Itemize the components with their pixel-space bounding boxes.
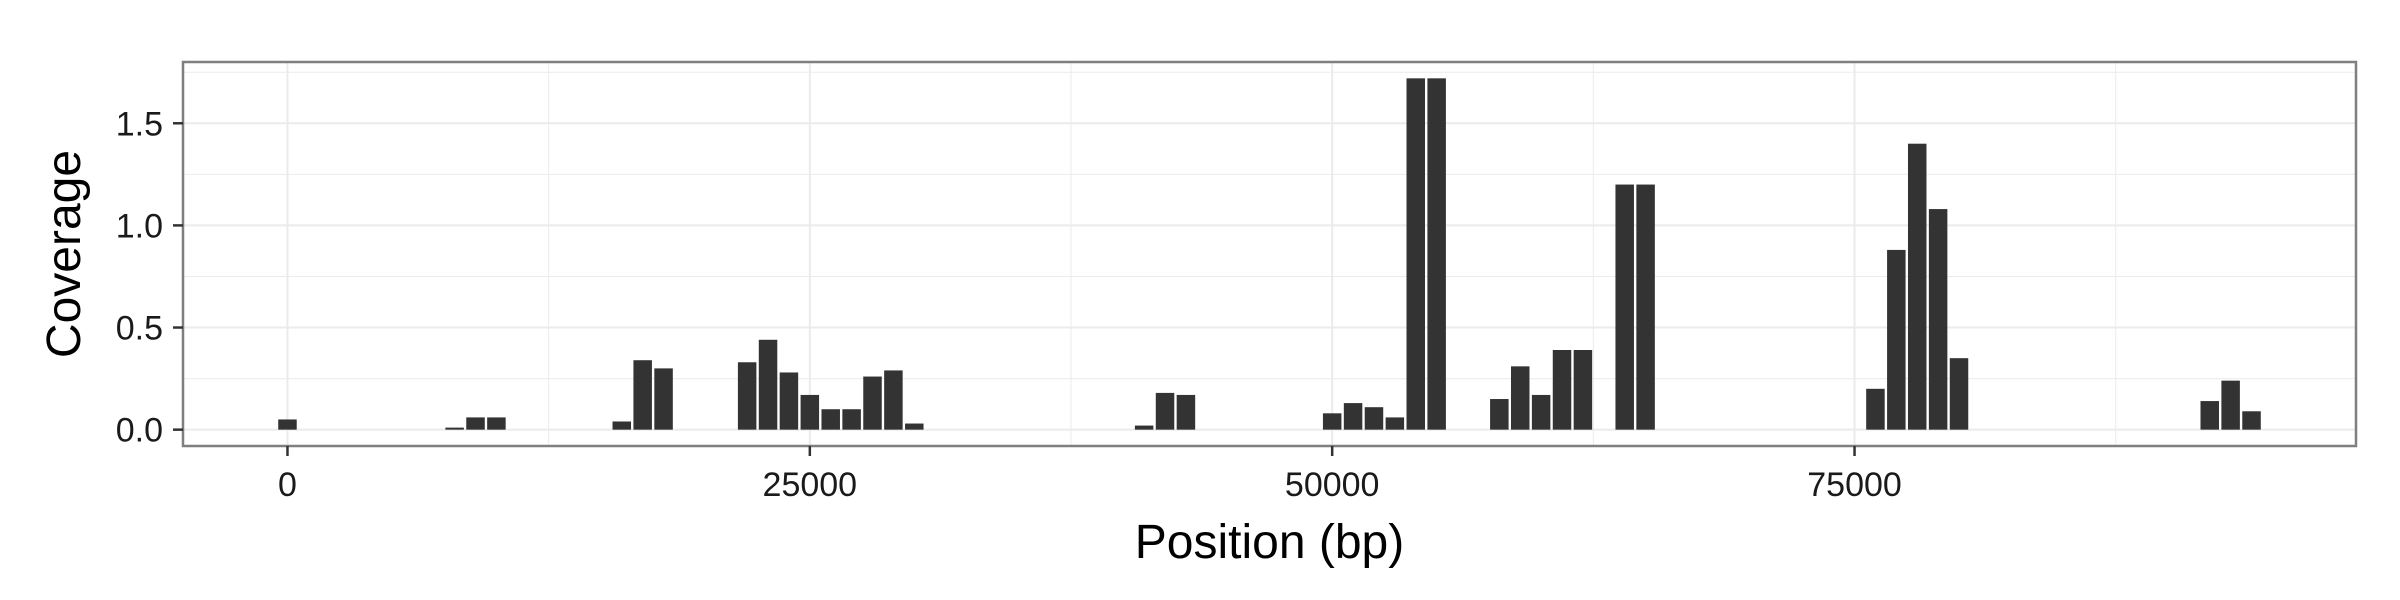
coverage-bar — [779, 372, 799, 430]
coverage-bar — [1134, 425, 1154, 430]
y-tick-label: 1.0 — [116, 207, 163, 245]
x-tick-label: 0 — [278, 466, 297, 504]
coverage-bar — [2242, 411, 2261, 430]
y-axis-title: Coverage — [38, 150, 91, 358]
coverage-bar — [842, 409, 861, 430]
coverage-bar — [905, 423, 924, 430]
coverage-bar — [1490, 399, 1509, 430]
coverage-bar — [1385, 417, 1405, 430]
x-tick-label: 75000 — [1807, 466, 1902, 504]
coverage-bar — [2221, 380, 2240, 430]
coverage-bar — [1155, 392, 1175, 430]
y-tick-label: 0.0 — [116, 412, 163, 450]
coverage-bar — [758, 339, 778, 430]
coverage-bar — [1615, 184, 1634, 430]
coverage-bar — [445, 427, 464, 430]
x-tick-label: 25000 — [763, 466, 858, 504]
coverage-bar — [1573, 350, 1593, 430]
coverage-bar — [487, 417, 506, 430]
y-axis-ticks: 0.0 0.5 1.0 1.5 — [116, 105, 183, 450]
coverage-bar — [1176, 394, 1196, 430]
coverage-bar — [1406, 78, 1426, 430]
coverage-bar — [1343, 403, 1363, 430]
coverage-bar — [821, 409, 840, 430]
coverage-bar — [1928, 209, 1948, 430]
coverage-bar — [2200, 401, 2219, 430]
plot-border — [181, 60, 2358, 448]
coverage-bar — [1636, 184, 1655, 430]
coverage-bar — [1866, 388, 1885, 430]
coverage-bar — [1531, 394, 1551, 430]
grid-lines — [183, 62, 2356, 446]
coverage-bar — [1510, 366, 1530, 430]
x-axis-title: Position (bp) — [1135, 516, 1404, 569]
coverage-bar — [612, 421, 632, 430]
coverage-bar — [1322, 413, 1342, 430]
coverage-bar — [1552, 350, 1572, 430]
coverage-bar — [800, 394, 820, 430]
coverage-bar — [278, 419, 297, 430]
coverage-bar — [1364, 407, 1384, 430]
bars — [278, 78, 2261, 430]
coverage-bar — [884, 370, 903, 430]
coverage-bar — [633, 360, 652, 430]
coverage-bar — [654, 368, 673, 430]
coverage-bar — [863, 376, 882, 430]
coverage-bar — [737, 362, 757, 430]
coverage-bar — [1887, 249, 1906, 430]
plot-panel — [183, 62, 2356, 446]
coverage-bar — [1949, 358, 1969, 430]
coverage-bar — [1427, 78, 1446, 430]
coverage-bar — [466, 417, 485, 430]
x-tick-label: 50000 — [1285, 466, 1380, 504]
y-tick-label: 0.5 — [116, 310, 163, 348]
coverage-bar — [1907, 143, 1927, 430]
x-axis-ticks: 0 25000 50000 75000 — [278, 446, 1902, 504]
y-tick-label: 1.5 — [116, 105, 163, 143]
